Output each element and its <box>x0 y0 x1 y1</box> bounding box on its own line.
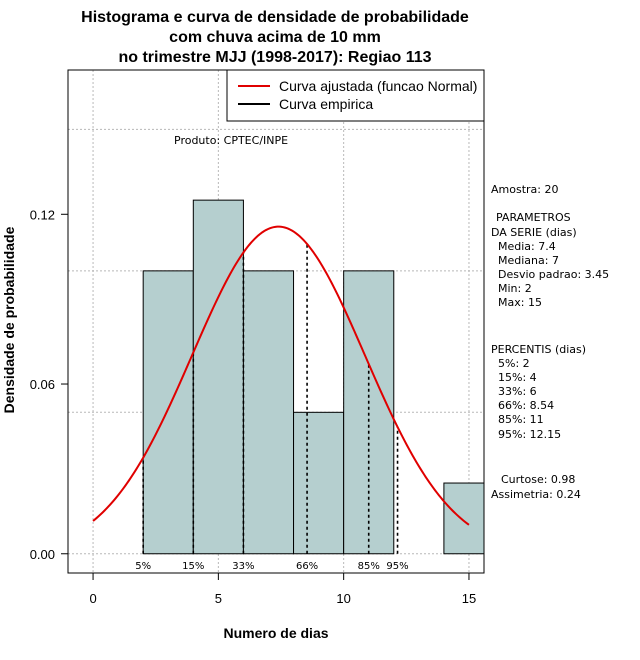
y-tick-label-1: 0.06 <box>30 377 55 392</box>
x-tick-label-3: 15 <box>462 591 476 606</box>
legend-label-normal: Curva ajustada (funcao Normal) <box>279 78 477 94</box>
chart-title-line-2: com chuva acima de 10 mm <box>169 29 381 46</box>
chart-title-line-1: Histograma e curva de densidade de proba… <box>81 9 469 26</box>
param-media: Media: 7.4 <box>498 240 556 253</box>
x-tick-label-0: 0 <box>89 591 96 606</box>
percentile-label-2: 33% <box>232 561 254 572</box>
percentil-85: 85%: 11 <box>498 413 544 426</box>
y-tick-label-0: 0.00 <box>30 547 55 562</box>
percentil-33: 33%: 6 <box>498 385 537 398</box>
params-subtitle: DA SERIE (dias) <box>491 226 577 239</box>
percentile-label-5: 95% <box>386 561 408 572</box>
percentile-label-0: 5% <box>135 561 151 572</box>
curtose: Curtose: 0.98 <box>501 473 575 486</box>
product-label: Produto: CPTEC/INPE <box>174 134 288 147</box>
y-tick-label-2: 0.12 <box>30 207 55 222</box>
histogram-bar-1 <box>192 199 244 555</box>
param-max: Max: 15 <box>498 296 542 309</box>
param-mediana: Mediana: 7 <box>498 254 559 267</box>
stats-panel: Amostra: 20 PARAMETROS DA SERIE (dias) M… <box>491 183 609 501</box>
x-tick-label-2: 10 <box>336 591 350 606</box>
percentile-label-1: 15% <box>182 561 204 572</box>
percentile-lines: 5% 15% 33% 66% 85% 95% <box>135 244 409 572</box>
assimetria: Assimetria: 0.24 <box>491 488 581 501</box>
percentis-title: PERCENTIS (dias) <box>491 343 586 356</box>
chart-title-line-3: no trimestre MJJ (1998-2017): Regiao 113 <box>118 49 431 66</box>
percentile-label-4: 85% <box>358 561 380 572</box>
axes: 0 5 10 15 0.00 0.06 0.12 <box>30 207 477 606</box>
legend: Curva ajustada (funcao Normal) Curva emp… <box>226 69 485 122</box>
sample-size: Amostra: 20 <box>491 183 558 196</box>
y-axis-title: Densidade de probabilidade <box>1 226 17 413</box>
percentil-66: 66%: 8.54 <box>498 399 554 412</box>
normal-curve-line <box>92 225 470 526</box>
param-desvio: Desvio padrao: 3.45 <box>498 268 609 281</box>
percentile-label-3: 66% <box>296 561 318 572</box>
legend-label-empirical: Curva empirica <box>279 96 373 112</box>
histogram-bar-3 <box>293 411 345 555</box>
percentil-5: 5%: 2 <box>498 357 530 370</box>
x-axis-title: Numero de dias <box>223 625 328 641</box>
param-min: Min: 2 <box>498 282 532 295</box>
histogram-bar-6 <box>443 482 485 555</box>
params-title: PARAMETROS <box>496 211 571 224</box>
percentil-15: 15%: 4 <box>498 371 537 384</box>
x-tick-label-1: 5 <box>215 591 222 606</box>
histogram-bar-2 <box>242 270 295 555</box>
normal-curve <box>92 225 470 526</box>
histogram-bar-0 <box>142 270 194 555</box>
histogram-bar-4 <box>343 270 395 555</box>
histogram-bars <box>142 199 485 555</box>
percentil-95: 95%: 12.15 <box>498 428 561 441</box>
legend-box <box>226 69 485 122</box>
